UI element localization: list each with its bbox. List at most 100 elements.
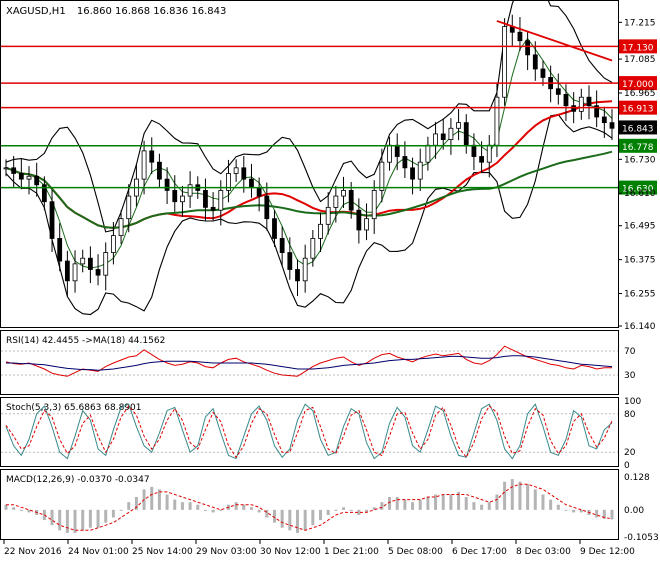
macd-histogram-bar xyxy=(96,509,100,528)
macd-histogram-bar xyxy=(58,509,62,531)
macd-histogram-bar xyxy=(426,497,430,510)
candle-body xyxy=(126,195,132,220)
macd-tick-label: -0.1053 xyxy=(624,533,659,543)
macd-histogram-bar xyxy=(495,494,499,510)
candle-body xyxy=(417,161,423,180)
macd-histogram-bar xyxy=(472,502,476,510)
macd-histogram-bar xyxy=(280,509,284,528)
macd-histogram-bar xyxy=(610,509,614,520)
candle-body xyxy=(594,105,600,118)
candle-body xyxy=(333,195,339,208)
candle-body xyxy=(210,206,216,211)
candle-body xyxy=(157,161,162,180)
candle-body xyxy=(425,144,431,163)
macd-histogram-bar xyxy=(526,484,530,510)
macd-histogram-bar xyxy=(572,509,576,513)
candle-body xyxy=(110,235,116,253)
time-tick-label: 29 Nov 03:00 xyxy=(196,547,257,557)
stoch-tick-label: 20 xyxy=(624,448,636,458)
candle-body xyxy=(218,190,224,211)
candle-body xyxy=(463,122,469,146)
macd-histogram-bar xyxy=(480,504,484,510)
macd-histogram-bar xyxy=(595,509,599,518)
candle-body xyxy=(180,195,185,203)
candle-body xyxy=(18,173,24,180)
candle-body xyxy=(302,257,308,282)
level-badge xyxy=(619,76,657,91)
candle-body xyxy=(249,178,254,188)
macd-histogram-bar xyxy=(518,481,522,510)
macd-histogram-bar xyxy=(242,504,246,510)
candle-body xyxy=(149,150,155,163)
rsi-panel-title: RSI(14) 42.4455 ->MA(18) 44.1562 xyxy=(6,336,165,346)
macd-histogram-bar xyxy=(342,507,346,510)
candle-body xyxy=(264,195,270,220)
time-tick-label: 5 Dec 08:00 xyxy=(388,547,443,557)
candle-body xyxy=(72,263,78,282)
candle-body xyxy=(379,161,385,191)
trendline xyxy=(496,20,613,62)
rsi-tick-label: 70 xyxy=(624,347,636,357)
candle-body xyxy=(295,269,300,282)
candle-body xyxy=(172,190,178,203)
candle-body xyxy=(318,223,323,239)
price-tick-label: 16.610 xyxy=(624,189,656,199)
price-tick-label: 16.140 xyxy=(624,322,656,332)
macd-histogram-bar xyxy=(334,509,338,511)
stoch-signal-line xyxy=(5,405,613,459)
macd-histogram-bar xyxy=(196,504,200,510)
time-tick-label: 6 Dec 17:00 xyxy=(452,547,507,557)
candle-body xyxy=(310,238,316,259)
macd-histogram-bar xyxy=(257,509,261,513)
macd-histogram-bar xyxy=(73,509,77,533)
price-panel-title: XAGUSD,H1 16.860 16.868 16.836 16.843 xyxy=(6,6,226,17)
candle-body xyxy=(394,144,400,157)
candle-body xyxy=(26,175,32,180)
candle-body xyxy=(325,206,331,225)
candle-body xyxy=(479,156,484,163)
macd-histogram-bar xyxy=(295,509,299,533)
candle-body xyxy=(410,167,415,180)
candle-body xyxy=(433,133,438,146)
macd-histogram-bar xyxy=(441,494,445,510)
candle-body xyxy=(555,88,561,95)
time-tick-label: 24 Nov 01:00 xyxy=(68,547,129,557)
slow-ma-line xyxy=(5,150,613,229)
macd-signal-line xyxy=(6,483,613,531)
candle-body xyxy=(287,252,293,270)
macd-histogram-bar xyxy=(173,499,177,510)
candle-body xyxy=(80,257,86,265)
macd-histogram-bar xyxy=(180,502,184,510)
price-tick-label: 17.085 xyxy=(624,55,656,65)
macd-histogram-bar xyxy=(457,491,461,510)
candle-body xyxy=(517,31,523,42)
macd-histogram-bar xyxy=(464,497,468,510)
candle-body xyxy=(471,144,477,157)
time-tick-label: 8 Dec 03:00 xyxy=(516,547,571,557)
macd-histogram-bar xyxy=(449,494,453,510)
macd-histogram-bar xyxy=(272,509,276,523)
time-tick-label: 30 Nov 12:00 xyxy=(260,547,321,557)
level-badge-text: 16.630 xyxy=(622,185,654,195)
macd-histogram-bar xyxy=(403,499,407,510)
candle-body xyxy=(402,156,408,169)
stoch-tick-label: 100 xyxy=(624,397,641,407)
macd-histogram-bar xyxy=(150,486,154,510)
level-badge-text: 16.843 xyxy=(622,124,654,134)
macd-tick-label: 0.00 xyxy=(624,506,644,516)
time-tick-label: 22 Nov 2016 xyxy=(4,547,62,557)
candle-body xyxy=(371,190,377,220)
macd-histogram-bar xyxy=(88,509,92,528)
macd-histogram-bar xyxy=(249,507,253,510)
level-badge-text: 17.000 xyxy=(622,80,654,90)
macd-histogram-bar xyxy=(12,507,16,510)
candle-body xyxy=(486,144,492,163)
candle-body xyxy=(540,68,546,78)
price-tick-label: 16.730 xyxy=(624,155,656,165)
candle-body xyxy=(448,127,454,140)
macd-histogram-bar xyxy=(579,509,583,513)
macd-histogram-bar xyxy=(418,499,422,510)
rsi-ma-line xyxy=(6,355,613,371)
macd-histogram-bar xyxy=(234,502,238,510)
